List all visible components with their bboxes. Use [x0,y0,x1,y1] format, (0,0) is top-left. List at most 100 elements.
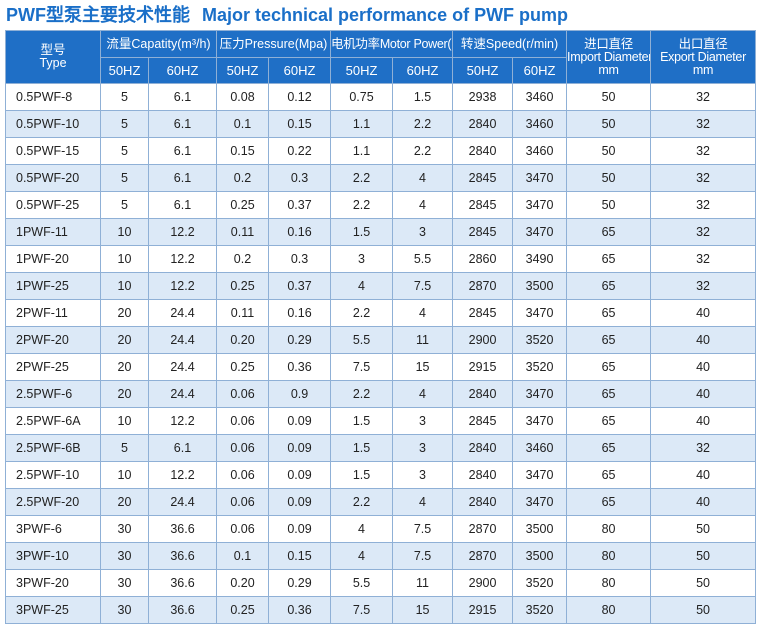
subheader-cell: 50HZ [216,57,269,84]
header-text: mm [692,62,714,77]
value-cell: 1.5 [330,407,394,435]
value-cell: 3490 [512,245,568,273]
header-text: Type [39,56,67,70]
table-row: 0.5PWF-25 5 6.1 0.25 0.37 2.2 4 2845 3470 50 32 [5,191,757,219]
value-cell: 6.1 [148,191,217,219]
value-cell: 3500 [512,542,568,570]
value-cell: 0.25 [216,191,269,219]
title-cn: PWF型泵主要技术性能 [6,5,190,25]
header-cell: 型号 Type [5,30,101,84]
value-cell: 36.6 [148,596,217,624]
model-cell: 2PWF-20 [5,326,101,354]
value-cell: 3 [392,218,454,246]
value-cell: 2845 [452,164,514,192]
value-cell: 0.29 [267,326,332,354]
value-cell: 1.1 [330,110,394,138]
header-row: 50HZ 60HZ 50HZ 60HZ 50HZ 60HZ 50HZ 60HZ [6,57,756,84]
value-cell: 32 [650,164,757,192]
value-cell: 65 [566,353,652,381]
value-cell: 32 [650,83,757,111]
value-cell: 6.1 [148,110,217,138]
value-cell: 0.16 [267,218,332,246]
value-cell: 0.20 [216,326,269,354]
value-cell: 4 [392,380,454,408]
value-cell: 4 [392,191,454,219]
table-header: 型号 Type 流量Capatity(m³/h) 压力Pressure(Mpa) 电机功… [5,30,757,84]
value-cell: 20 [100,299,149,327]
value-cell: 30 [100,542,149,570]
value-cell: 65 [566,461,652,489]
model-cell: 3PWF-20 [5,569,101,597]
title-en: Major technical performance of PWF pump [202,5,569,25]
value-cell: 2.2 [330,380,394,408]
value-cell: 36.6 [148,515,217,543]
value-cell: 3470 [512,191,568,219]
header-cell: 进口直径 Import Diameter mm [566,30,652,84]
value-cell: 7.5 [392,515,454,543]
value-cell: 2.2 [330,164,394,192]
table-row: 2.5PWF-10 10 12.2 0.06 0.09 1.5 3 2840 3470 65 40 [5,461,757,489]
value-cell: 6.1 [148,137,217,165]
value-cell: 3460 [512,83,568,111]
value-cell: 2900 [452,326,514,354]
value-cell: 0.22 [267,137,332,165]
model-cell: 0.5PWF-25 [5,191,101,219]
header-cell: 转速Speed(r/min) [452,30,568,58]
value-cell: 32 [650,137,757,165]
value-cell: 0.75 [330,83,394,111]
value-cell: 2845 [452,299,514,327]
value-cell: 40 [650,488,757,516]
value-cell: 36.6 [148,569,217,597]
value-cell: 0.9 [267,380,332,408]
model-cell: 2PWF-11 [5,299,101,327]
table-row: 3PWF-10 30 36.6 0.1 0.15 4 7.5 2870 3500 80 50 [5,542,757,570]
value-cell: 12.2 [148,245,217,273]
value-cell: 0.3 [267,245,332,273]
table-row: 0.5PWF-8 5 6.1 0.08 0.12 0.75 1.5 2938 3460 50 32 [5,83,757,111]
value-cell: 40 [650,353,757,381]
value-cell: 3520 [512,353,568,381]
header-text: 型号 [40,43,66,57]
value-cell: 5 [100,137,149,165]
value-cell: 5.5 [330,569,394,597]
value-cell: 5 [100,434,149,462]
value-cell: 3 [392,434,454,462]
value-cell: 0.11 [216,299,269,327]
title: PWF型泵主要技术性能 Major technical performance o… [6,2,568,28]
table-row: 0.5PWF-20 5 6.1 0.2 0.3 2.2 4 2845 3470 50 32 [5,164,757,192]
table-row: 2.5PWF-6B 5 6.1 0.06 0.09 1.5 3 2840 3460 65 32 [5,434,757,462]
value-cell: 2.2 [392,137,454,165]
value-cell: 50 [566,164,652,192]
value-cell: 0.11 [216,218,269,246]
value-cell: 0.3 [267,164,332,192]
value-cell: 32 [650,434,757,462]
value-cell: 65 [566,218,652,246]
value-cell: 2870 [452,515,514,543]
header-cell: 出口直径 Export Diameter mm [650,30,757,84]
subheader-cell: 50HZ [330,57,394,84]
value-cell: 24.4 [148,380,217,408]
value-cell: 4 [330,515,394,543]
value-cell: 2860 [452,245,514,273]
value-cell: 3470 [512,407,568,435]
model-cell: 2PWF-25 [5,353,101,381]
header-text: 进口直径 [584,36,633,51]
value-cell: 4 [330,542,394,570]
value-cell: 0.09 [267,407,332,435]
value-cell: 0.1 [216,110,269,138]
value-cell: 2840 [452,488,514,516]
value-cell: 0.12 [267,83,332,111]
value-cell: 65 [566,326,652,354]
value-cell: 3460 [512,137,568,165]
table-row: 3PWF-20 30 36.6 0.20 0.29 5.5 11 2900 3520 80 50 [5,569,757,597]
value-cell: 80 [566,515,652,543]
header-text: mm [598,62,619,77]
value-cell: 2938 [452,83,514,111]
subheader-cell: 50HZ [452,57,514,84]
table-row: 3PWF-25 30 36.6 0.25 0.36 7.5 15 2915 3520 80 50 [5,596,757,624]
value-cell: 2900 [452,569,514,597]
value-cell: 0.37 [267,272,332,300]
value-cell: 3 [330,245,394,273]
value-cell: 20 [100,353,149,381]
